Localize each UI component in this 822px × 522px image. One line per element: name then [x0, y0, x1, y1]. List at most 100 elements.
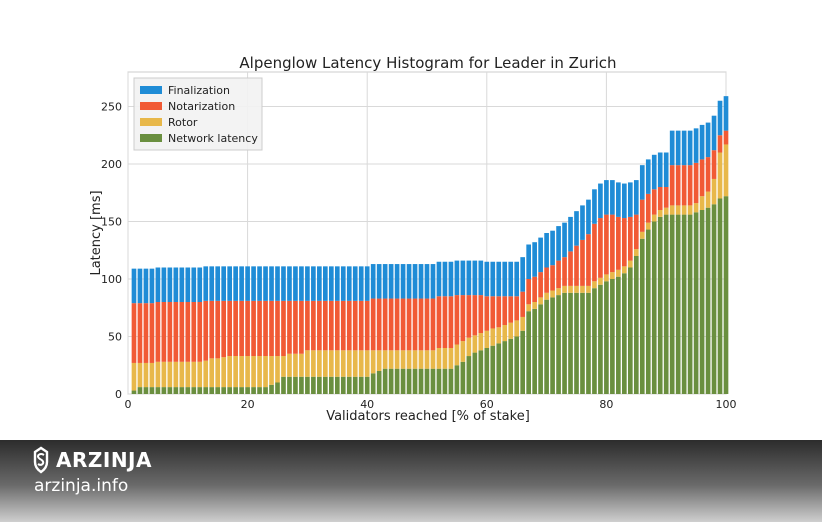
bar-network-latency: [430, 368, 436, 394]
bar-finalization: [305, 266, 310, 301]
bar-network-latency: [173, 387, 179, 394]
bar-notarization: [657, 187, 663, 210]
bar-notarization: [352, 300, 358, 351]
bar-network-latency: [705, 207, 711, 394]
bar-finalization: [586, 199, 591, 235]
bar-rotor: [478, 333, 484, 351]
bar-network-latency: [472, 352, 478, 394]
bar-rotor: [610, 272, 615, 279]
bar-notarization: [167, 302, 173, 362]
bar-rotor: [197, 361, 203, 388]
bar-rotor: [496, 327, 502, 344]
bar-rotor: [167, 361, 173, 388]
bar-notarization: [245, 300, 250, 357]
bar-notarization: [328, 300, 334, 351]
bar-finalization: [143, 268, 149, 304]
bar-finalization: [472, 260, 478, 296]
bar-rotor: [203, 360, 209, 388]
bar-network-latency: [442, 368, 448, 394]
legend-swatch: [140, 134, 162, 142]
bar-notarization: [424, 298, 430, 351]
bar-rotor: [693, 203, 699, 213]
bar-network-latency: [639, 238, 645, 394]
bar-notarization: [293, 300, 298, 354]
x-tick-label: 40: [360, 398, 374, 411]
bar-notarization: [550, 265, 555, 291]
bar-notarization: [663, 187, 669, 208]
x-tick-label: 60: [480, 398, 494, 411]
bar-finalization: [604, 180, 609, 215]
bar-notarization: [454, 295, 460, 345]
bar-finalization: [257, 266, 262, 301]
bar-network-latency: [610, 279, 615, 394]
bar-notarization: [275, 300, 280, 357]
y-tick-label: 200: [101, 158, 122, 171]
bar-rotor: [544, 292, 549, 300]
bar-rotor: [723, 144, 729, 197]
bar-network-latency: [167, 387, 173, 394]
bar-notarization: [568, 251, 573, 286]
bar-finalization: [526, 244, 531, 279]
bar-network-latency: [645, 229, 651, 394]
bar-rotor: [245, 356, 250, 388]
bar-notarization: [478, 295, 484, 334]
bar-finalization: [203, 266, 209, 301]
bar-rotor: [454, 344, 460, 366]
bar-network-latency: [239, 387, 244, 394]
bar-finalization: [382, 264, 388, 299]
bar-network-latency: [723, 196, 729, 394]
bar-network-latency: [358, 376, 364, 394]
bar-network-latency: [681, 214, 687, 394]
bar-rotor: [490, 328, 496, 346]
bar-finalization: [131, 268, 137, 304]
bar-finalization: [705, 122, 711, 158]
bar-rotor: [681, 205, 687, 215]
x-tick-label: 0: [125, 398, 132, 411]
bar-finalization: [514, 261, 520, 297]
bar-finalization: [633, 180, 639, 215]
bar-network-latency: [323, 376, 328, 394]
bar-rotor: [352, 350, 358, 377]
bar-finalization: [508, 261, 514, 297]
bar-rotor: [340, 350, 346, 377]
bar-notarization: [239, 300, 244, 357]
bar-rotor: [394, 350, 400, 369]
bar-rotor: [233, 356, 238, 388]
bar-rotor: [633, 249, 639, 256]
y-axis-label: Latency [ms]: [89, 190, 104, 275]
bar-finalization: [598, 183, 603, 219]
bar-rotor: [149, 362, 155, 388]
bars-group: [131, 96, 729, 394]
bar-network-latency: [370, 373, 376, 394]
bar-finalization: [574, 211, 579, 246]
bar-network-latency: [131, 390, 137, 394]
bar-rotor: [317, 350, 322, 377]
bar-rotor: [137, 362, 143, 388]
bar-network-latency: [424, 368, 430, 394]
bar-network-latency: [233, 387, 238, 394]
bar-network-latency: [305, 376, 310, 394]
bar-notarization: [323, 300, 328, 351]
bar-network-latency: [466, 356, 472, 394]
bar-finalization: [281, 266, 286, 301]
bar-rotor: [424, 350, 430, 369]
legend-label: Network latency: [168, 132, 258, 145]
bar-notarization: [173, 302, 179, 362]
y-tick-label: 50: [108, 331, 122, 344]
bar-finalization: [436, 261, 442, 297]
bar-rotor: [287, 353, 292, 377]
bar-network-latency: [328, 376, 334, 394]
bar-notarization: [610, 214, 615, 273]
bar-notarization: [705, 157, 711, 192]
bar-finalization: [155, 267, 161, 302]
bar-network-latency: [191, 387, 197, 394]
bar-rotor: [717, 152, 723, 199]
bar-rotor: [191, 361, 197, 388]
bar-network-latency: [352, 376, 358, 394]
bar-finalization: [651, 154, 657, 190]
bar-notarization: [251, 300, 256, 357]
bar-finalization: [406, 264, 412, 299]
bar-network-latency: [185, 387, 191, 394]
bar-network-latency: [622, 273, 627, 394]
bar-network-latency: [651, 221, 657, 394]
